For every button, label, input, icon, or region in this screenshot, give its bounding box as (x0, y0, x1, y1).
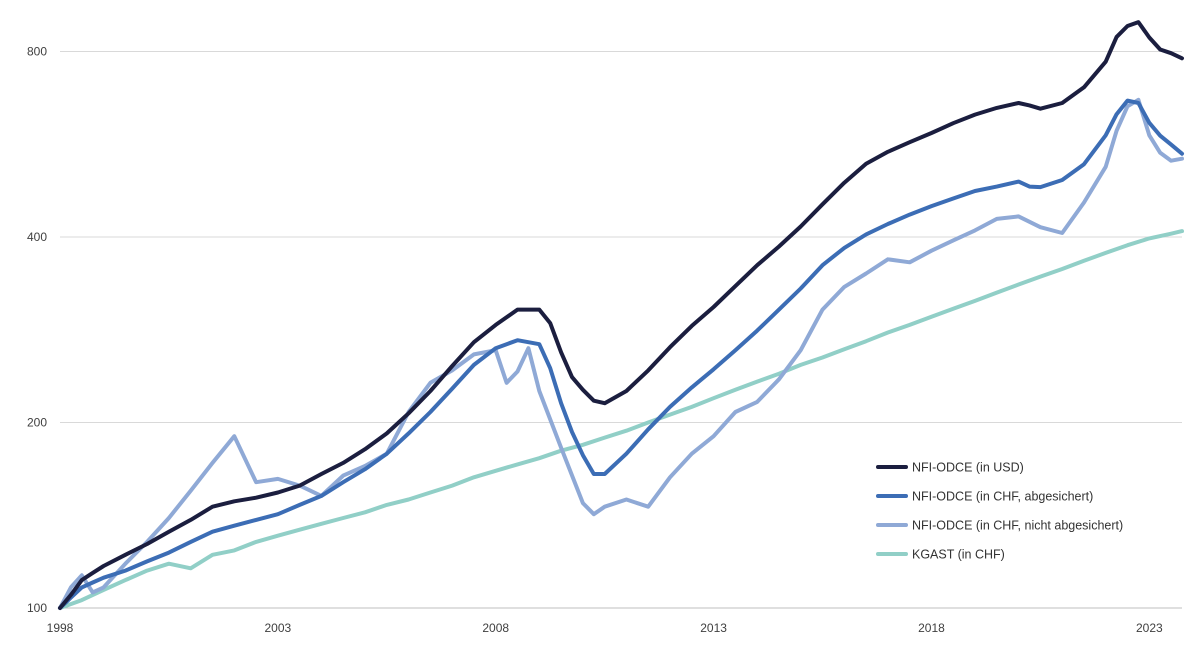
y-tick-label: 400 (27, 230, 47, 244)
y-tick-label: 800 (27, 45, 47, 59)
x-tick-label: 2008 (482, 621, 509, 635)
x-tick-label: 2023 (1136, 621, 1163, 635)
y-tick-label: 100 (27, 601, 47, 615)
series-line-1 (58, 20, 1184, 610)
series-line-2 (58, 98, 1184, 610)
y-tick-label: 200 (27, 416, 47, 430)
series-line-4 (58, 229, 1184, 610)
y-tick-labels: 100 200 400 800 (27, 45, 47, 615)
legend-label: NFI-ODCE (in CHF, abgesichert) (912, 490, 1093, 504)
x-tick-label: 2018 (918, 621, 945, 635)
x-tick-label: 1998 (47, 621, 74, 635)
series-lines (58, 20, 1184, 610)
legend: NFI-ODCE (in USD) NFI-ODCE (in CHF, abges… (876, 461, 1123, 562)
legend-label: KGAST (in CHF) (912, 548, 1005, 562)
x-tick-label: 2013 (700, 621, 727, 635)
series-line-3 (58, 97, 1184, 610)
legend-label: NFI-ODCE (in CHF, nicht abgesichert) (912, 519, 1123, 533)
x-tick-labels: 1998 2003 2008 2013 2018 2023 (47, 621, 1163, 635)
legend-label: NFI-ODCE (in USD) (912, 461, 1024, 475)
x-tick-label: 2003 (265, 621, 292, 635)
gridlines (60, 51, 1182, 424)
